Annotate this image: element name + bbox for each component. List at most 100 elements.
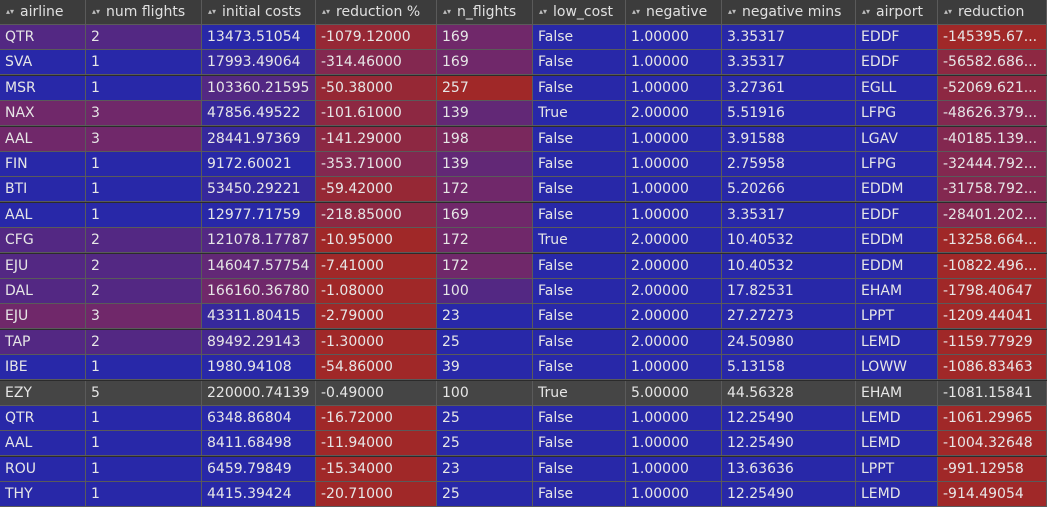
cell-negative-mins[interactable]: 24.50980: [722, 329, 856, 355]
cell-negative-mins[interactable]: 3.27361: [722, 75, 856, 101]
cell-reduction[interactable]: -1.30000: [316, 329, 437, 355]
cell-airport[interactable]: EDDF: [856, 50, 938, 76]
cell-low-cost[interactable]: False: [533, 431, 626, 457]
cell-negative-mins[interactable]: 10.40532: [722, 228, 856, 254]
cell-airline[interactable]: BTI: [0, 177, 86, 203]
cell-n-flights[interactable]: 39: [437, 355, 533, 381]
cell-negative[interactable]: 1.00000: [626, 482, 722, 507]
cell-initial-costs[interactable]: 220000.74139: [202, 380, 316, 406]
table-row[interactable]: EJU 3 43311.80415 -2.79000 23 False 2.00000 27.…: [0, 304, 1047, 330]
cell-negative[interactable]: 1.00000: [626, 25, 722, 50]
cell-low-cost[interactable]: False: [533, 202, 626, 228]
cell-low-cost[interactable]: False: [533, 329, 626, 355]
cell-low-cost[interactable]: False: [533, 456, 626, 482]
cell-negative[interactable]: 1.00000: [626, 50, 722, 76]
column-header-reduction[interactable]: ▴▾ reduction: [938, 0, 1047, 25]
sort-updown-icon[interactable]: ▴▾: [322, 7, 331, 16]
cell-airport[interactable]: LPPT: [856, 304, 938, 330]
cell-low-cost[interactable]: False: [533, 406, 626, 431]
cell-low-cost[interactable]: True: [533, 228, 626, 254]
cell-reduction[interactable]: -1079.12000: [316, 25, 437, 50]
cell-negative[interactable]: 2.00000: [626, 101, 722, 127]
table-row[interactable]: AAL 1 8411.68498 -11.94000 25 False 1.00000 12.…: [0, 431, 1047, 457]
cell-initial-costs[interactable]: 4415.39424: [202, 482, 316, 507]
sort-updown-icon[interactable]: ▴▾: [862, 7, 871, 16]
sort-updown-icon[interactable]: ▴▾: [92, 7, 101, 16]
cell-initial-costs[interactable]: 28441.97369: [202, 126, 316, 152]
cell-num-flights[interactable]: 1: [86, 431, 202, 457]
table-row[interactable]: BTI 1 53450.29221 -59.42000 172 False 1.00000 5…: [0, 177, 1047, 203]
cell-negative[interactable]: 1.00000: [626, 202, 722, 228]
cell-initial-costs[interactable]: 1980.94108: [202, 355, 316, 381]
cell-reduction[interactable]: -10822.496...: [938, 253, 1047, 279]
cell-airline[interactable]: QTR: [0, 406, 86, 431]
cell-num-flights[interactable]: 2: [86, 253, 202, 279]
cell-n-flights[interactable]: 169: [437, 25, 533, 50]
cell-airport[interactable]: EHAM: [856, 279, 938, 304]
cell-reduction[interactable]: -1798.40647: [938, 279, 1047, 304]
cell-low-cost[interactable]: False: [533, 177, 626, 203]
cell-negative[interactable]: 1.00000: [626, 406, 722, 431]
sort-updown-icon[interactable]: ▴▾: [632, 7, 641, 16]
cell-negative[interactable]: 2.00000: [626, 304, 722, 330]
cell-negative-mins[interactable]: 10.40532: [722, 253, 856, 279]
cell-num-flights[interactable]: 3: [86, 101, 202, 127]
cell-n-flights[interactable]: 23: [437, 304, 533, 330]
cell-reduction[interactable]: -20.71000: [316, 482, 437, 507]
cell-negative[interactable]: 5.00000: [626, 380, 722, 406]
cell-negative-mins[interactable]: 13.63636: [722, 456, 856, 482]
sort-updown-icon[interactable]: ▴▾: [944, 7, 953, 16]
cell-initial-costs[interactable]: 103360.21595: [202, 75, 316, 101]
cell-airport[interactable]: LEMD: [856, 431, 938, 457]
cell-reduction[interactable]: -991.12958: [938, 456, 1047, 482]
column-header-initial-costs[interactable]: ▴▾ initial costs: [202, 0, 316, 25]
column-header-airline[interactable]: ▴▾ airline: [0, 0, 86, 25]
cell-low-cost[interactable]: False: [533, 355, 626, 381]
cell-initial-costs[interactable]: 53450.29221: [202, 177, 316, 203]
table-row-selected[interactable]: EZY 5 220000.74139 -0.49000 100 True 5.00000 44…: [0, 380, 1047, 406]
table-row[interactable]: MSR 1 103360.21595 -50.38000 257 False 1.00000…: [0, 75, 1047, 101]
cell-reduction[interactable]: -353.71000: [316, 152, 437, 177]
cell-initial-costs[interactable]: 6348.86804: [202, 406, 316, 431]
table-row[interactable]: FIN 1 9172.60021 -353.71000 139 False 1.00000 2…: [0, 152, 1047, 177]
cell-negative-mins[interactable]: 3.35317: [722, 202, 856, 228]
cell-airline[interactable]: AAL: [0, 202, 86, 228]
cell-airline[interactable]: AAL: [0, 126, 86, 152]
cell-num-flights[interactable]: 1: [86, 75, 202, 101]
cell-low-cost[interactable]: False: [533, 25, 626, 50]
cell-reduction[interactable]: -15.34000: [316, 456, 437, 482]
column-header-negative[interactable]: ▴▾ negative: [626, 0, 722, 25]
cell-reduction[interactable]: -914.49054: [938, 482, 1047, 507]
cell-airline[interactable]: IBE: [0, 355, 86, 381]
cell-airline[interactable]: EJU: [0, 304, 86, 330]
table-row[interactable]: IBE 1 1980.94108 -54.86000 39 False 1.00000 5.1…: [0, 355, 1047, 381]
cell-low-cost[interactable]: False: [533, 304, 626, 330]
table-row[interactable]: SVA 1 17993.49064 -314.46000 169 False 1.00000…: [0, 50, 1047, 76]
cell-negative[interactable]: 1.00000: [626, 431, 722, 457]
table-row[interactable]: ROU 1 6459.79849 -15.34000 23 False 1.00000 13.…: [0, 456, 1047, 482]
cell-negative[interactable]: 1.00000: [626, 177, 722, 203]
cell-n-flights[interactable]: 257: [437, 75, 533, 101]
cell-reduction[interactable]: -1159.77929: [938, 329, 1047, 355]
cell-negative[interactable]: 2.00000: [626, 329, 722, 355]
cell-num-flights[interactable]: 1: [86, 406, 202, 431]
cell-initial-costs[interactable]: 146047.57754: [202, 253, 316, 279]
table-row[interactable]: AAL 1 12977.71759 -218.85000 169 False 1.00000…: [0, 202, 1047, 228]
cell-reduction[interactable]: -31758.792...: [938, 177, 1047, 203]
cell-n-flights[interactable]: 169: [437, 202, 533, 228]
cell-reduction[interactable]: -1086.83463: [938, 355, 1047, 381]
cell-num-flights[interactable]: 3: [86, 126, 202, 152]
cell-negative-mins[interactable]: 5.20266: [722, 177, 856, 203]
cell-airport[interactable]: LFPG: [856, 152, 938, 177]
cell-reduction[interactable]: -28401.202...: [938, 202, 1047, 228]
cell-reduction[interactable]: -16.72000: [316, 406, 437, 431]
column-header-num-flights[interactable]: ▴▾ num flights: [86, 0, 202, 25]
column-header-negative-mins[interactable]: ▴▾ negative mins: [722, 0, 856, 25]
cell-reduction[interactable]: -1209.44041: [938, 304, 1047, 330]
cell-negative-mins[interactable]: 12.25490: [722, 406, 856, 431]
cell-low-cost[interactable]: False: [533, 253, 626, 279]
cell-n-flights[interactable]: 172: [437, 253, 533, 279]
cell-num-flights[interactable]: 1: [86, 177, 202, 203]
cell-negative-mins[interactable]: 12.25490: [722, 431, 856, 457]
cell-airport[interactable]: LPPT: [856, 456, 938, 482]
